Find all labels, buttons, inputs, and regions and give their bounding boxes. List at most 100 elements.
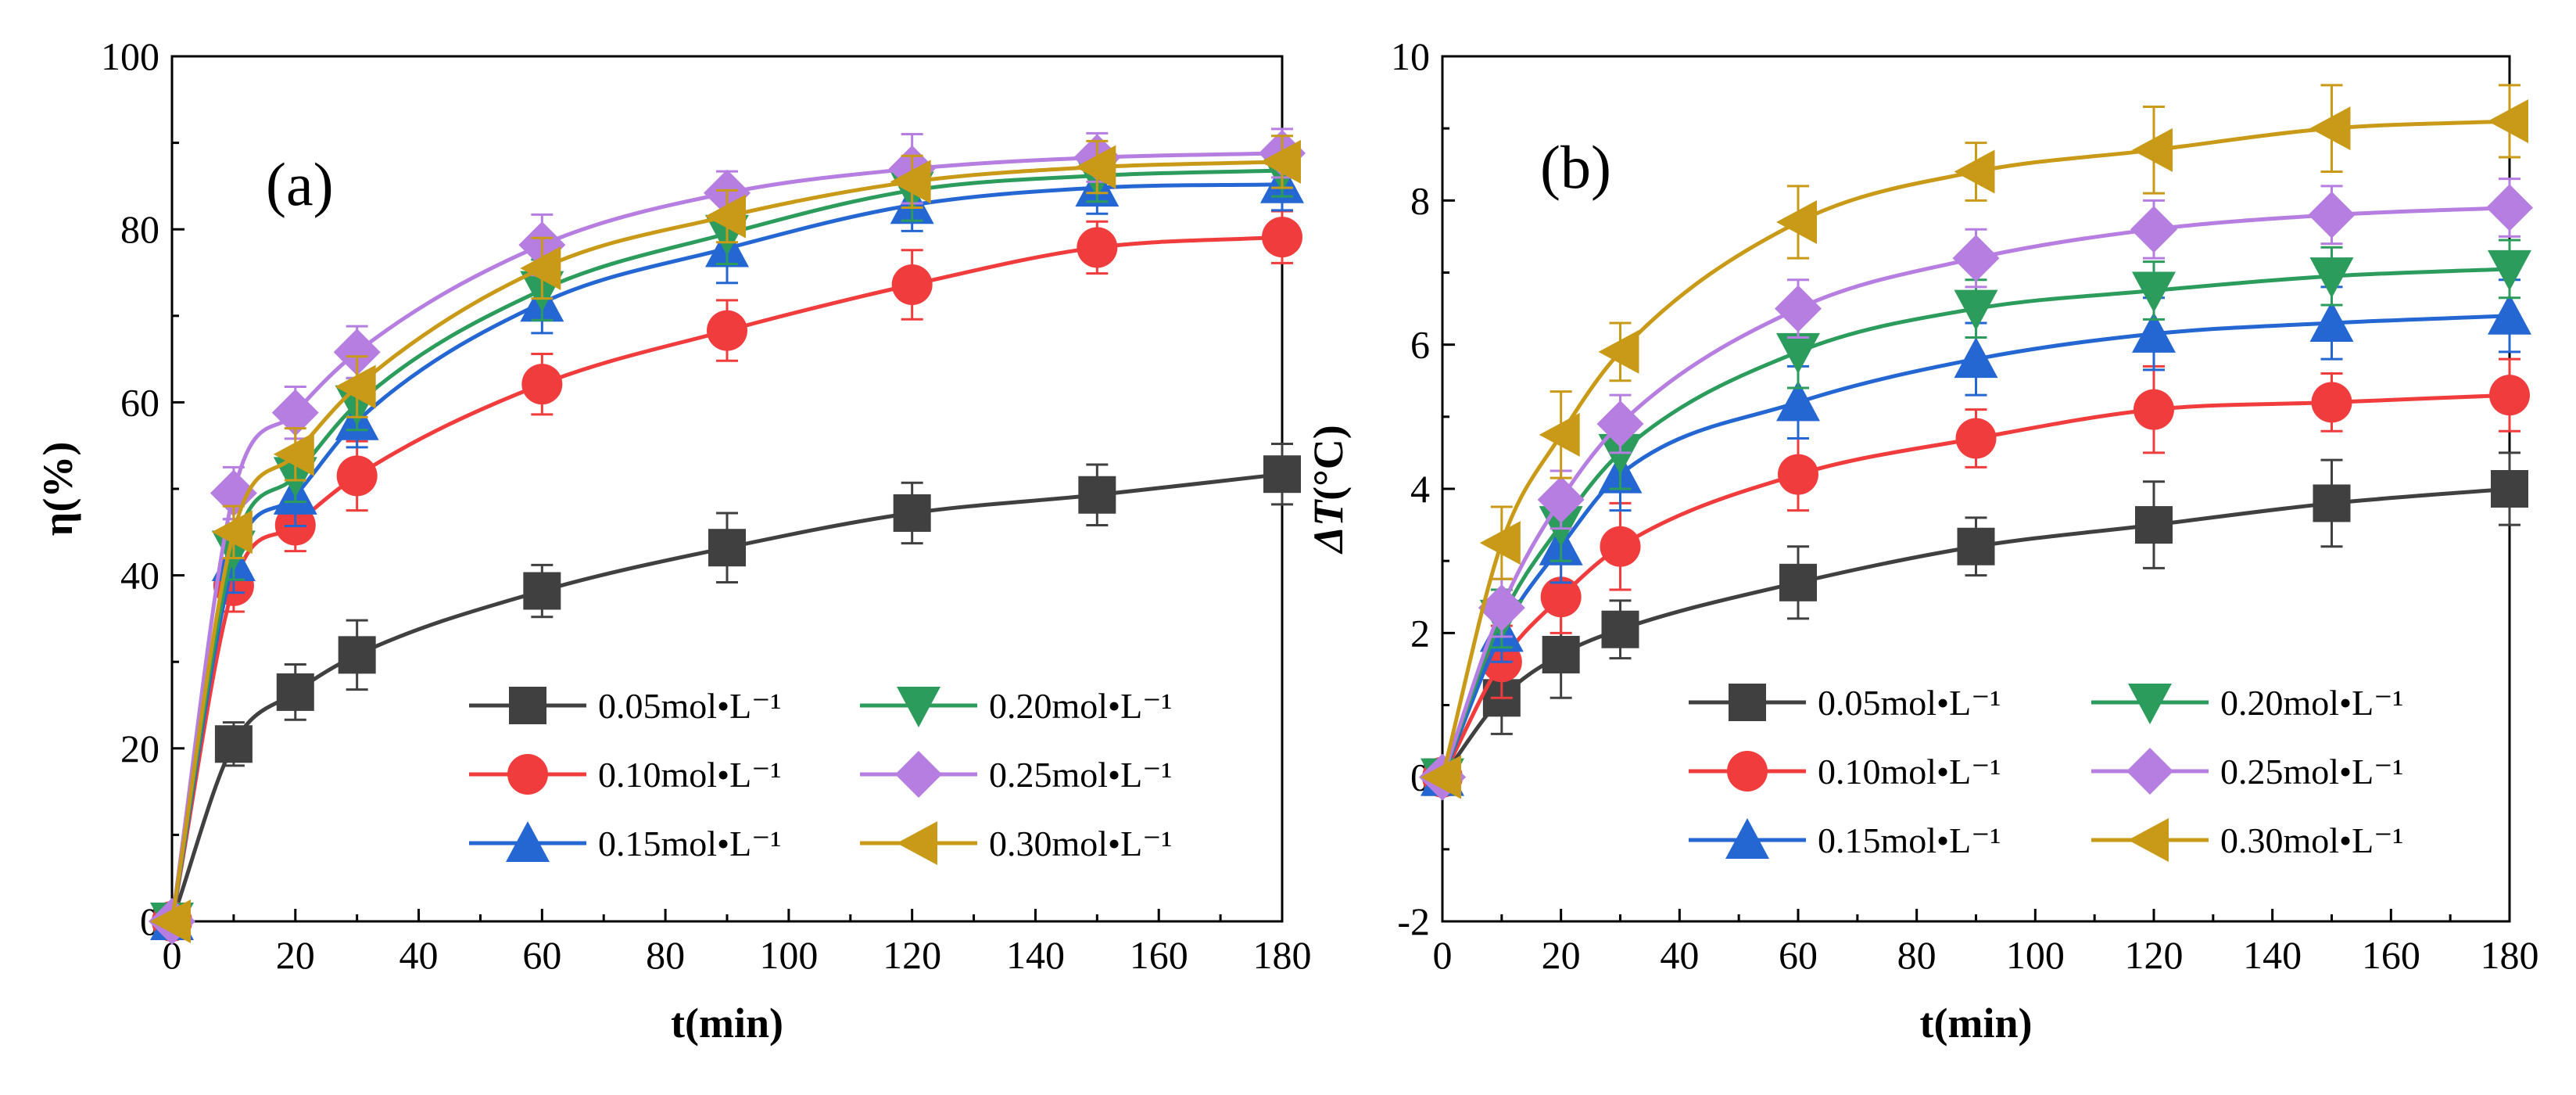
series-line [1440,314,2510,778]
data-point [2309,257,2354,299]
data-point [1778,454,1818,495]
legend-label: 0.10mol•L⁻¹ [1818,752,2001,792]
x-tick-label: 40 [1660,933,1699,977]
data-point [2486,184,2533,232]
y-tick-label: 2 [1410,611,1430,655]
x-tick-label: 60 [522,933,561,977]
data-point [1598,433,1643,475]
legend-label: 0.25mol•L⁻¹ [2220,752,2403,792]
y-tick-label: 20 [120,727,159,770]
data-point [1601,610,1639,648]
data-point [276,673,314,711]
legend-label: 0.25mol•L⁻¹ [989,755,1172,795]
x-tick-label: 40 [399,933,439,977]
y-axis-title-symbol: ΔT [1305,499,1352,555]
data-point [2311,382,2352,423]
legend-label: 0.30mol•L⁻¹ [2220,820,2403,860]
data-point [1779,563,1817,601]
data-point [336,455,378,497]
legend-swatch-marker [1729,684,1766,721]
x-tick-label: 120 [883,933,941,977]
legend-label: 0.15mol•L⁻¹ [1818,820,2001,860]
x-axis-title: t(min) [1920,1000,2033,1047]
data-point [150,899,191,943]
y-tick-label: -2 [1397,899,1430,943]
x-tick-label: 140 [1006,933,1065,977]
data-point [2130,206,2177,253]
y-tick-label: 4 [1410,467,1430,511]
data-point [2488,99,2528,143]
data-point [1600,526,1641,567]
data-point [890,160,931,204]
y-tick-label: 80 [120,207,159,251]
data-point [1075,145,1116,189]
legend-label: 0.30mol•L⁻¹ [989,824,1172,863]
legend-label: 0.05mol•L⁻¹ [1818,683,2001,723]
legend-swatch-marker [897,821,937,865]
series-line [1440,393,2510,778]
data-point [1954,149,1995,194]
x-tick-label: 0 [1433,933,1453,977]
data-point [2309,301,2354,343]
panel-label: (b) [1540,133,1611,201]
data-point [708,529,746,567]
legend-swatch-marker [2128,684,2172,724]
data-point [1776,332,1820,374]
data-point [2132,271,2176,313]
data-point [1479,521,1521,565]
x-tick-label: 100 [759,933,818,977]
x-axis-title: t(min) [671,1000,783,1047]
panel-b: 020406080100120140160180-20246810t(min)Δ… [1305,34,2539,1047]
x-tick-label: 160 [2362,933,2420,977]
data-point [1952,235,2000,282]
legend-swatch-marker [507,754,548,795]
data-point [1598,329,1639,374]
data-point [707,310,747,351]
legend-swatch-marker [895,751,942,798]
legend-label: 0.05mol•L⁻¹ [598,686,781,726]
data-point [1421,755,1461,799]
legend-label: 0.20mol•L⁻¹ [989,686,1172,726]
data-point [1955,418,1997,459]
series-line [1440,267,2510,778]
x-tick-label: 140 [2243,933,2302,977]
data-point [1078,476,1116,514]
data-point [2309,106,2351,151]
legend-label: 0.15mol•L⁻¹ [598,824,781,863]
data-point [520,246,561,290]
x-tick-label: 180 [2481,933,2539,977]
data-point [271,389,319,436]
y-tick-label: 6 [1410,323,1430,367]
data-point [1954,337,1998,379]
x-tick-label: 20 [1542,933,1581,977]
x-tick-label: 80 [646,933,685,977]
panel-a: 020406080100120140160180020406080100t(mi… [34,34,1312,1047]
legend-swatch-marker [897,687,940,727]
data-point [1954,289,1998,331]
data-point [523,572,561,610]
data-point [2488,250,2531,291]
y-tick-label: 60 [120,380,159,424]
data-point [211,510,253,555]
data-point [2308,191,2356,239]
series-line [1440,206,2510,778]
data-point [335,364,376,409]
data-point [1478,584,1525,632]
legend-swatch-marker [509,687,546,724]
data-point [2313,484,2351,522]
series-line [1440,486,2510,779]
data-point [210,469,257,517]
data-point [1539,412,1580,457]
legend-label: 0.10mol•L⁻¹ [598,755,781,795]
data-point [1542,635,1580,673]
data-point [273,432,314,476]
data-point [1957,527,1995,565]
legend-swatch-marker [2126,748,2173,795]
data-point [1775,285,1822,332]
x-tick-label: 60 [1779,933,1818,977]
data-point [338,636,376,674]
y-axis-title-unit: (°C) [1305,425,1352,501]
data-point [1260,139,1301,184]
x-tick-label: 100 [2006,933,2065,977]
data-point [2489,375,2530,416]
